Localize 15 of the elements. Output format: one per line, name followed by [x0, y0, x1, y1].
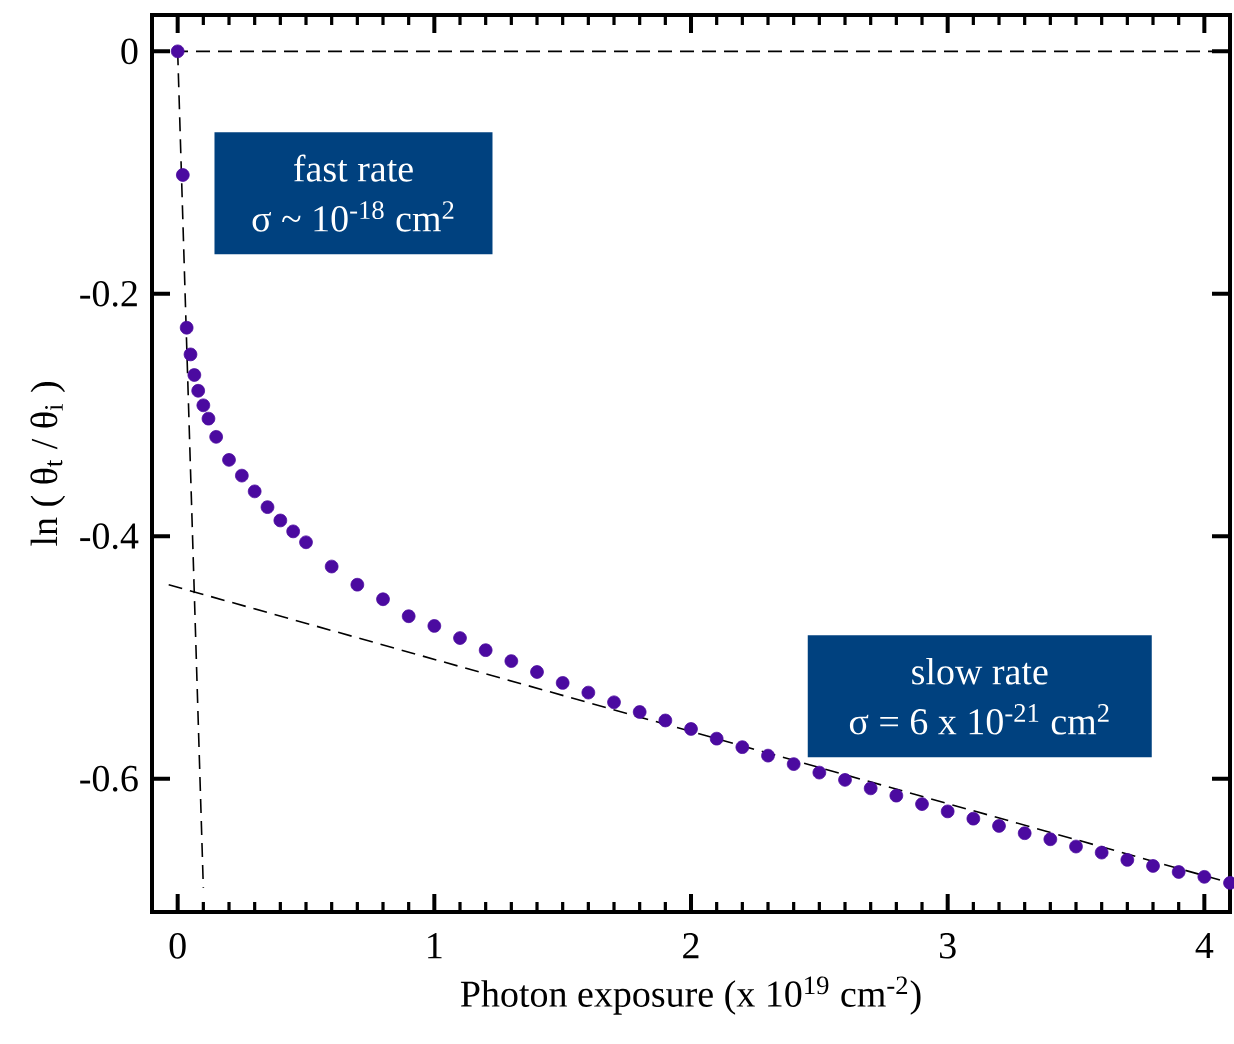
annotation: slow rate — [912, 657, 1048, 685]
x-tick-label: 3 — [940, 933, 956, 959]
y-tick-label: 0 — [121, 38, 138, 65]
annotation: σ ~ 10$^{-18}$ cm$^{2}$ — [252, 201, 454, 232]
y-axis-title: ln ( θ$_{t}$ / θ$_{i}$ ) — [30, 382, 66, 546]
annotation: fast rate — [293, 154, 413, 182]
x-tick-label: 4 — [1195, 933, 1214, 959]
y-tick-label: -0.4 — [80, 523, 139, 550]
y-tick-label: -0.2 — [80, 280, 137, 307]
x-axis-title: Photon exposure (x 10$^{19}$ cm$^{-2}$) — [460, 976, 921, 1015]
x-tick-label: 1 — [428, 933, 442, 959]
annotation: σ = 6 x 10$^{-21}$ cm$^{2}$ — [849, 704, 1109, 735]
x-tick-label: 2 — [683, 933, 699, 959]
y-tick-label: -0.6 — [80, 765, 138, 792]
x-tick-label: 0 — [169, 933, 186, 959]
